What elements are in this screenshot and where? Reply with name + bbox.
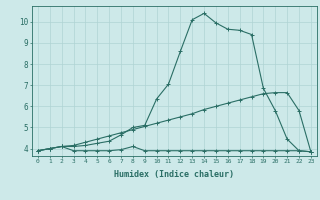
X-axis label: Humidex (Indice chaleur): Humidex (Indice chaleur) [115,170,234,179]
